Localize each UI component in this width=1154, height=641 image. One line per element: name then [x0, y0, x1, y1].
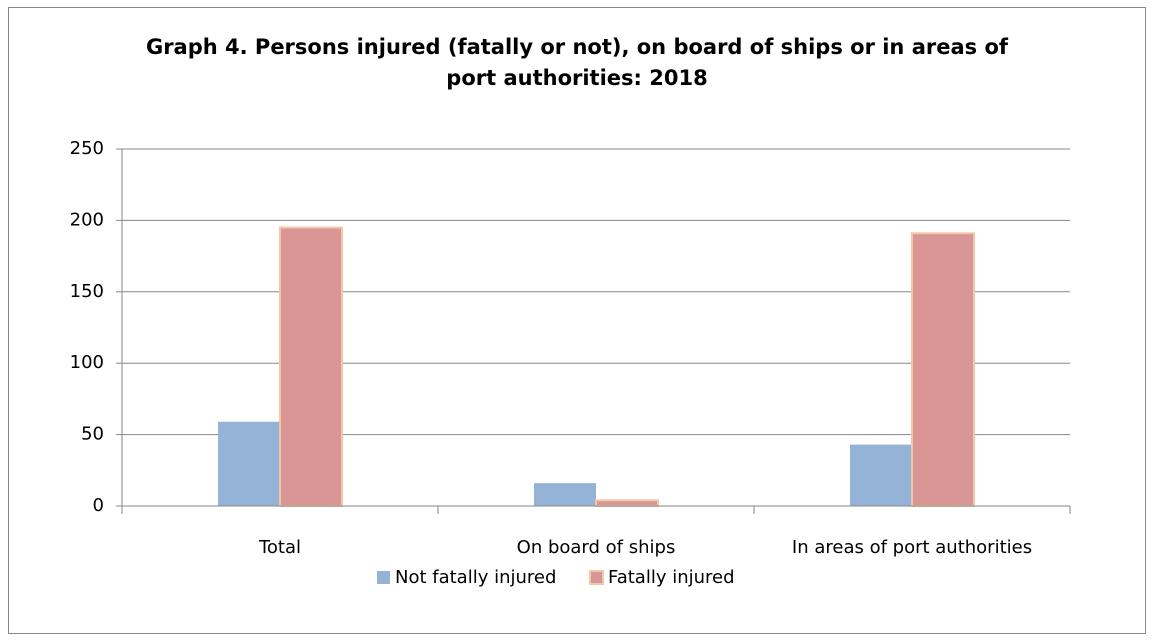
legend-label: Not fatally injured: [395, 567, 556, 588]
bar: [850, 444, 912, 506]
bar: [911, 232, 975, 507]
x-tick-label: In areas of port authorities: [792, 537, 1032, 558]
bar: [279, 226, 343, 507]
bar: [534, 483, 596, 506]
y-tick-label: 100: [70, 352, 104, 373]
y-tick-label: 50: [81, 424, 104, 445]
y-tick-label: 150: [70, 281, 104, 302]
x-tick-label: Total: [258, 537, 301, 558]
chart-title: Graph 4. Persons injured (fatally or not…: [145, 35, 1009, 90]
legend-swatch: [589, 570, 604, 585]
bar: [218, 421, 280, 506]
x-tick-label: On board of ships: [517, 537, 676, 558]
y-tick-label: 0: [93, 495, 104, 516]
legend-swatch: [377, 571, 390, 584]
legend-label: Fatally injured: [608, 567, 735, 588]
bar: [595, 499, 659, 507]
y-tick-label: 250: [70, 138, 104, 159]
y-tick-label: 200: [70, 209, 104, 230]
